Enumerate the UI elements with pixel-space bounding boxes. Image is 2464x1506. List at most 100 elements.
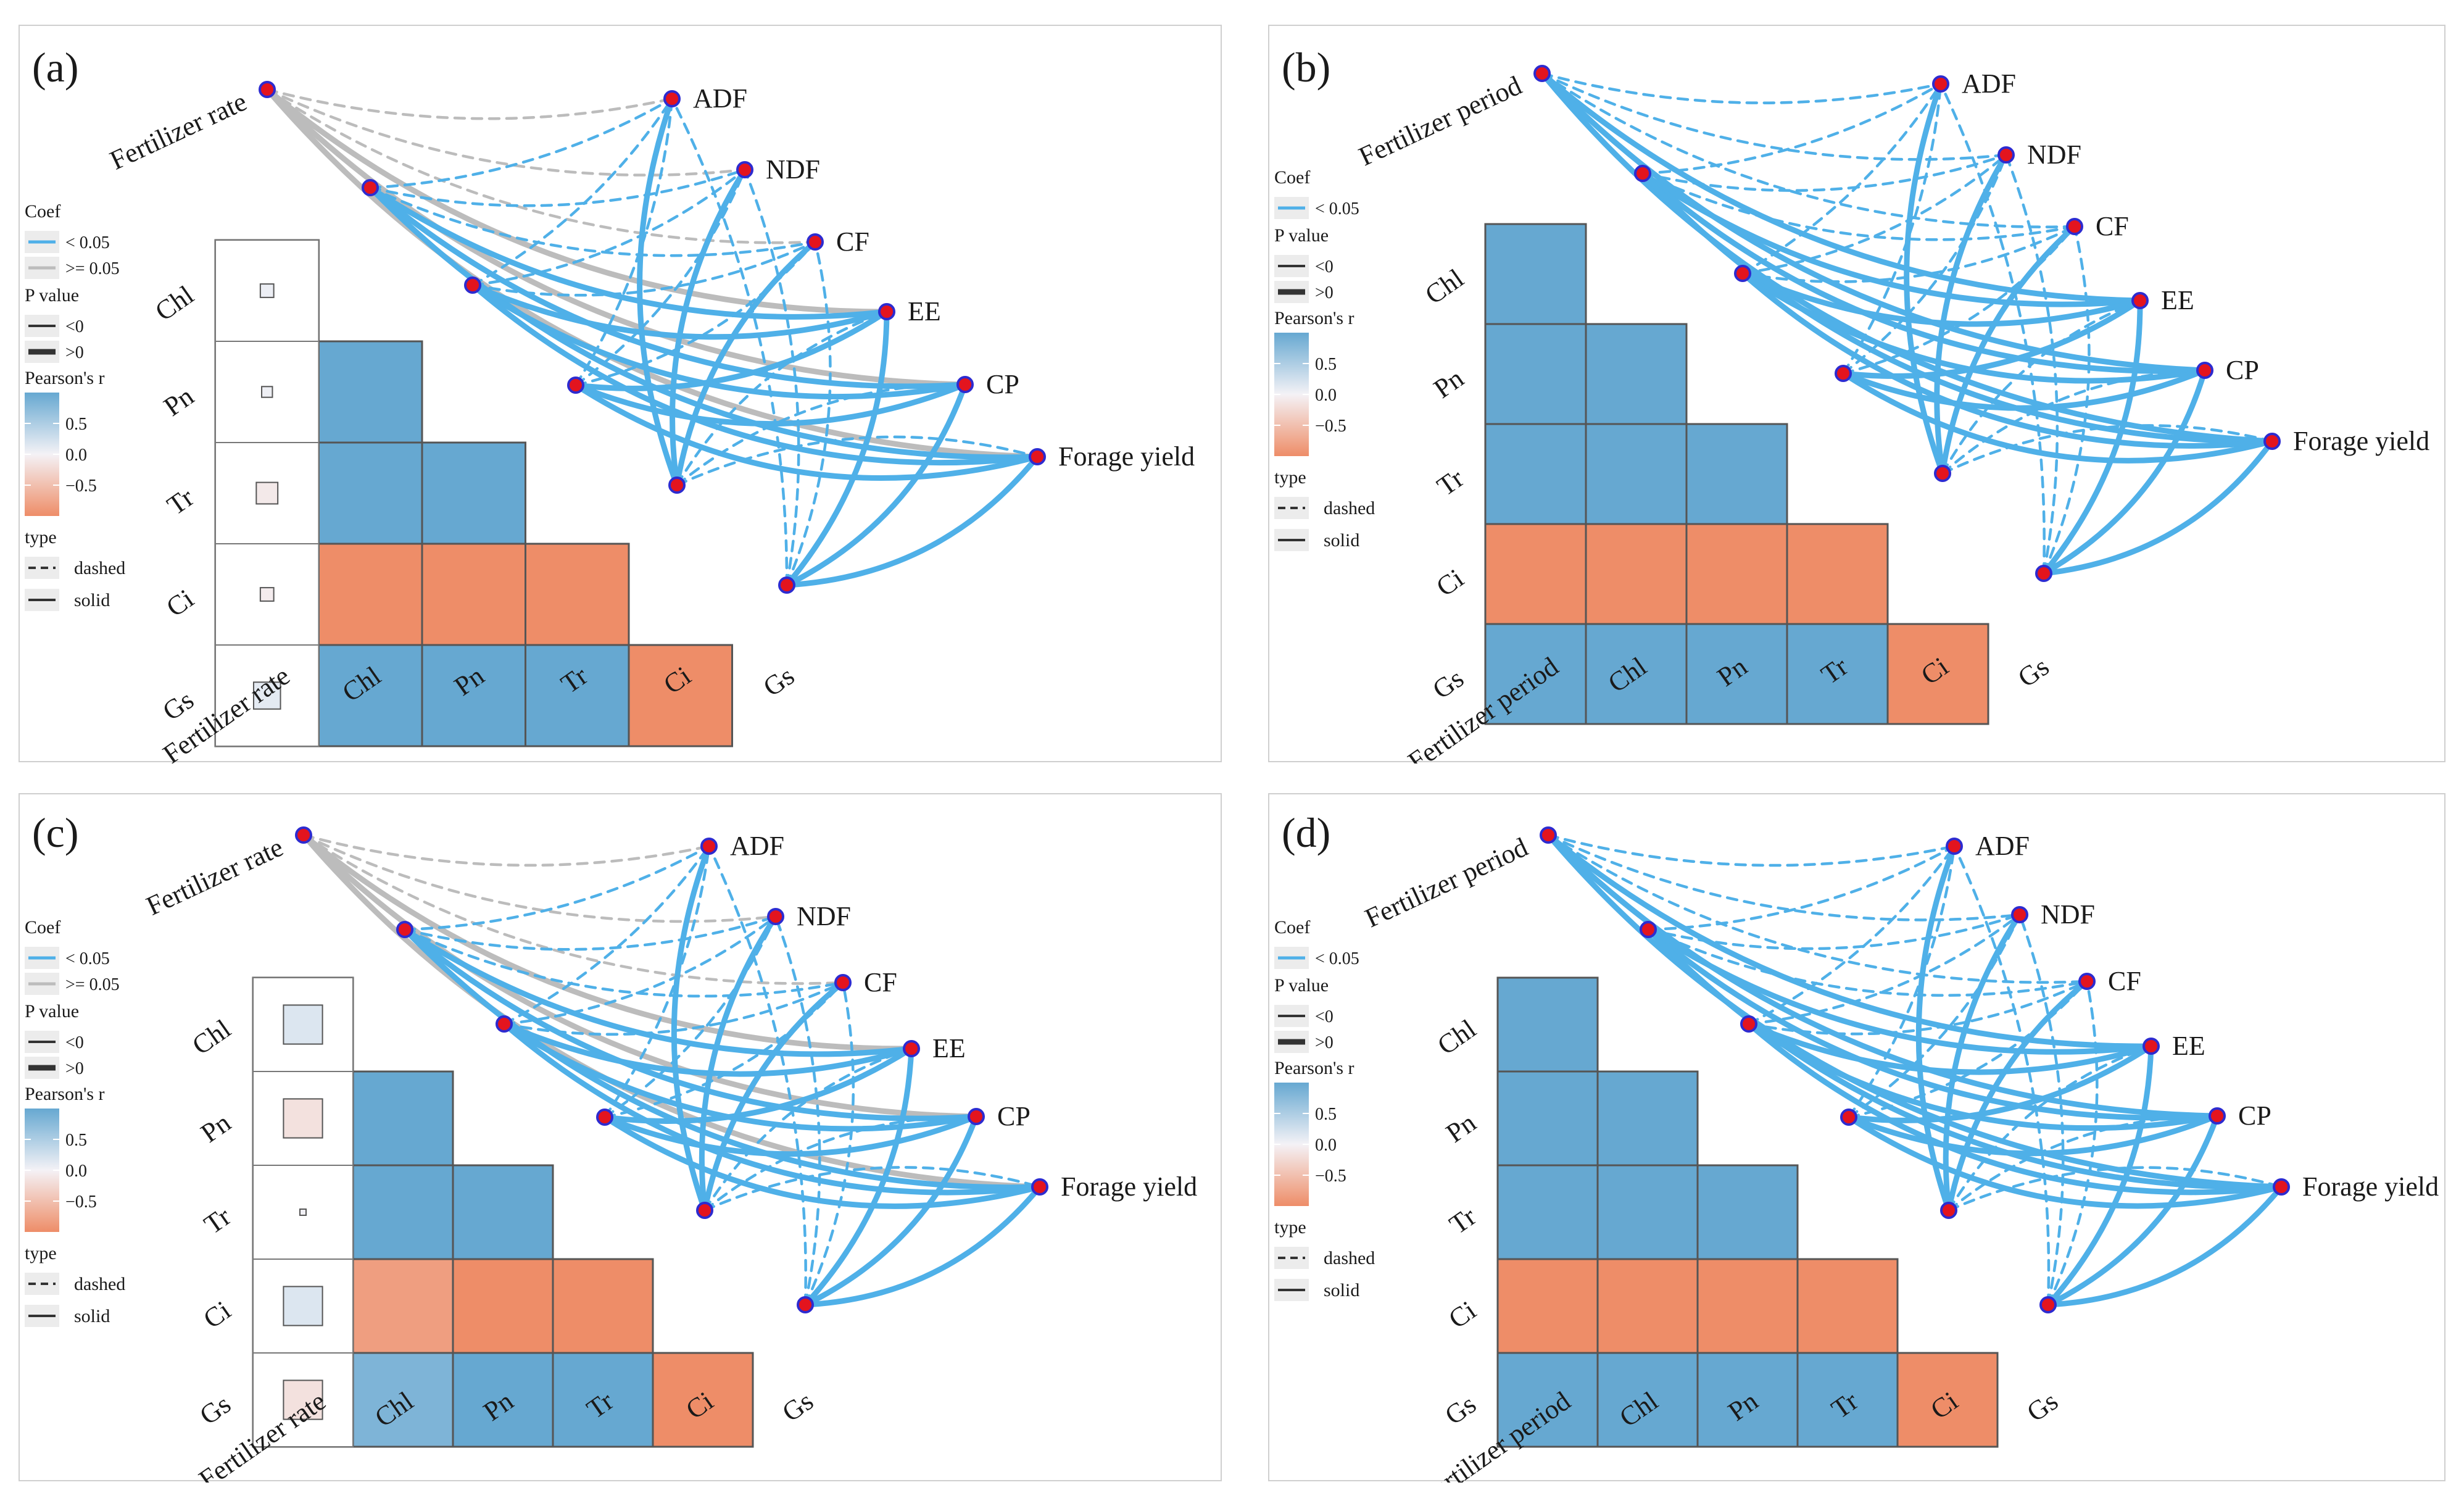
legend-p-title: P value <box>1274 225 1329 246</box>
legend-type-dashed-label: dashed <box>74 1274 125 1294</box>
link-Chl-CP <box>402 926 979 1121</box>
legend-p-neg-label: <0 <box>1315 1007 1334 1026</box>
link-Fertilizer period-CP <box>1539 70 2208 373</box>
legend-r-tick-label: 0.0 <box>65 446 87 465</box>
heatmap-glyph-Chl-Fertilizer rate: r = 0.05 <box>259 283 275 298</box>
node-Pn <box>1740 1015 1757 1033</box>
link-Pn-Forage yield <box>470 282 1040 466</box>
heatmap-cell-Pn-Chl: r = 0.9 <box>352 1070 454 1167</box>
heatmap-cell-Gs-Pn: r = 0.9 <box>421 644 526 747</box>
target-label-Forage yield: Forage yield <box>2293 426 2429 456</box>
row-label-Pn: Pn <box>196 1107 236 1149</box>
legend-coef-sig-label: < 0.05 <box>65 233 110 252</box>
link-Ci-EE <box>1947 1044 2153 1212</box>
node-Fertilizer period <box>1533 65 1551 82</box>
heatmap-cell-Ci-Tr: r = -0.9 <box>552 1258 654 1354</box>
link-Gs-ADF <box>1939 82 2046 575</box>
target-node-CF <box>807 233 824 251</box>
row-label-Pn: Pn <box>1429 363 1469 404</box>
link-Fertilizer rate-CF <box>302 833 845 985</box>
heatmap-glyph-Ci-Fertilizer rate: r = 0.15 <box>283 1286 323 1326</box>
row-label-Ci: Ci <box>1431 563 1469 602</box>
row-label-Ci: Ci <box>161 583 199 623</box>
chart-a-svg: r = 0.05r = 0.04r = 0.9r = -0.08r = 0.9r… <box>25 44 1195 763</box>
link-Tr-ADF <box>574 97 674 387</box>
target-node-NDF <box>1997 146 2015 164</box>
target-label-NDF: NDF <box>766 154 820 185</box>
legend-coef-sig-label: < 0.05 <box>1315 949 1359 968</box>
link-Fertilizer period-CF <box>1540 72 2076 228</box>
link-Chl-CP <box>1645 926 2220 1121</box>
link-Fertilizer rate-CP <box>264 86 968 388</box>
link-Gs-ADF <box>670 97 789 587</box>
panel-c: r = 0.15r = -0.15r = 0.9r = 0.02r = 0.9r… <box>19 793 1222 1483</box>
legend-coef-title: Coef <box>1274 167 1310 188</box>
link-Fertilizer rate-CF <box>265 88 817 244</box>
legend-type-dashed-label: dashed <box>74 558 125 578</box>
heatmap-cell-Gs-Tr: r = 0.9 <box>1786 623 1889 725</box>
link-Gs-EE <box>2045 1043 2154 1308</box>
legend: Coef < 0.05 >= 0.05 P value <0 >0 Pearson's r 0… <box>25 201 125 611</box>
heatmap-cell-Gs-Tr: r = 0.9 <box>525 644 630 747</box>
link-Chl-CF <box>1646 928 2089 997</box>
row-label-Chl: Chl <box>187 1013 236 1061</box>
chart-b-svg: r = 0.9r = 0.9r = 0.9r = 0.9r = 0.9r = 0… <box>1274 44 2429 763</box>
link-Fertilizer rate-CP <box>301 832 979 1120</box>
heatmap-cell-Ci-Tr: r = -0.9 <box>1786 523 1889 625</box>
link-Pn-Forage yield <box>1746 1021 2284 1196</box>
target-node-EE <box>2143 1038 2160 1055</box>
link-Tr-CP <box>602 1113 979 1157</box>
link-Tr-Forage yield <box>1846 1114 2284 1209</box>
target-node-CP <box>2196 362 2213 379</box>
link-Gs-CP <box>2045 1113 2220 1308</box>
row-label-Fertilizer rate: Fertilizer rate <box>106 86 252 176</box>
target-node-CF <box>834 974 852 991</box>
heatmap-cell-Pn-Chl: r = 0.9 <box>318 340 423 444</box>
heatmap-cell-Gs-Chl: r = 0.9 <box>1596 1352 1699 1448</box>
row-label-Pn: Pn <box>159 381 199 422</box>
legend-coef-sig-label: < 0.05 <box>1315 199 1359 218</box>
heatmap-cell-Ci-Pn: r = -0.9 <box>1685 523 1788 625</box>
row-label-Tr: Tr <box>1444 1201 1482 1240</box>
node-Chl <box>1640 921 1657 938</box>
link-Chl-CP <box>367 185 968 389</box>
heatmap-cell-Pn-Fertilizer period: r = 0.9 <box>1496 1070 1599 1167</box>
node-Ci <box>1940 1202 1957 1219</box>
legend-coef-title: Coef <box>25 917 60 938</box>
link-Gs-NDF <box>743 168 800 587</box>
node-Pn <box>464 277 481 294</box>
link-Gs-CP <box>784 381 968 588</box>
heatmap-glyph-Gs-Fertilizer rate: r = -0.15 <box>283 1379 323 1420</box>
legend-p-pos-label: >0 <box>1315 283 1334 302</box>
link-Fertilizer rate-NDF <box>265 88 747 177</box>
panel-a: r = 0.05r = 0.04r = 0.9r = -0.08r = 0.9r… <box>19 25 1222 763</box>
heatmap-cell-Gs-Pn: r = 0.9 <box>452 1352 554 1448</box>
link-Gs-Forage yield <box>784 454 1040 588</box>
legend-type-title: type <box>1274 1217 1306 1238</box>
link-Ci-CF <box>1939 223 2078 476</box>
legend-r-title: Pearson's r <box>1274 308 1354 328</box>
legend-p-title: P value <box>25 1001 79 1021</box>
legend-r-tick-label: −0.5 <box>65 476 97 496</box>
link-Tr-ADF <box>603 844 711 1119</box>
legend-p-neg-label: <0 <box>65 1033 84 1052</box>
node-Pn <box>1734 265 1751 282</box>
link-Chl-CF <box>368 186 817 257</box>
target-label-NDF: NDF <box>2041 899 2095 930</box>
link-Gs-CF <box>2042 225 2091 575</box>
target-node-CP <box>956 376 974 393</box>
link-Gs-CF <box>803 981 855 1307</box>
panel-label: (a) <box>32 44 78 91</box>
row-label-Pn: Pn <box>1441 1107 1482 1149</box>
link-Pn-CF <box>471 240 817 297</box>
link-Ci-ADF <box>637 96 680 488</box>
link-Chl-NDF <box>1641 153 2008 192</box>
col-label-Gs: Gs <box>2022 1386 2064 1428</box>
link-Fertilizer period-EE <box>1539 70 2143 304</box>
heatmap-cell-Tr-Pn: r = 0.9 <box>1685 423 1788 525</box>
target-node-NDF <box>2011 906 2028 923</box>
link-Gs-NDF <box>2004 153 2059 575</box>
link-Pn-ADF <box>1747 844 1956 1026</box>
link-Pn-ADF <box>471 97 674 287</box>
target-label-Forage yield: Forage yield <box>1058 441 1195 472</box>
